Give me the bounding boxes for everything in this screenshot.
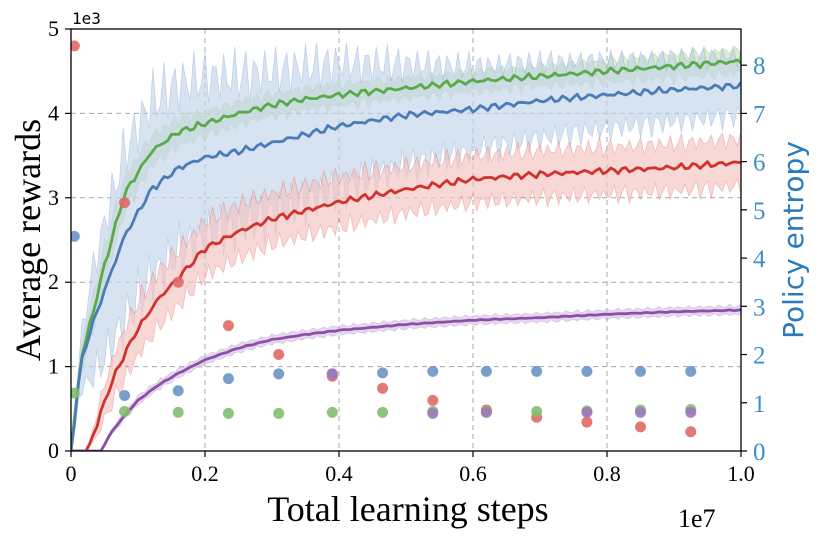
x-axis-label: Total learning steps <box>267 489 548 529</box>
entropy-point <box>222 320 234 332</box>
entropy-point <box>377 382 389 394</box>
entropy-point <box>172 385 184 397</box>
entropy-point <box>273 407 285 419</box>
x-multiplier: 1e7 <box>678 504 716 533</box>
entropy-point <box>273 349 285 361</box>
y-axis-label: Average rewards <box>8 119 48 361</box>
entropy-point <box>480 365 492 377</box>
entropy-point <box>377 406 389 418</box>
entropy-point <box>480 406 492 418</box>
entropy-point <box>172 406 184 418</box>
y-tick-label: 2 <box>48 269 59 294</box>
entropy-point <box>71 230 80 242</box>
entropy-point <box>172 276 184 288</box>
entropy-point <box>581 365 593 377</box>
entropy-points <box>71 40 697 438</box>
entropy-point <box>581 406 593 418</box>
purple-band <box>71 303 741 451</box>
y-tick-label: 1 <box>48 354 59 379</box>
entropy-point <box>427 394 439 406</box>
purple-line <box>71 308 741 451</box>
y2-tick-label: 6 <box>753 150 766 177</box>
entropy-point <box>531 365 543 377</box>
x-tick-label: 0 <box>66 461 77 486</box>
red-line <box>71 160 741 451</box>
entropy-point <box>427 365 439 377</box>
y-multiplier: 1e3 <box>72 9 101 28</box>
y2-tick-label: 3 <box>753 294 766 321</box>
entropy-point <box>635 421 646 433</box>
entropy-point <box>685 365 697 377</box>
x-tick-label: 0.6 <box>459 461 487 486</box>
y2-tick-label: 4 <box>753 246 766 273</box>
entropy-point <box>427 407 439 419</box>
reward-lines <box>71 58 741 451</box>
x-tick-label: 0.2 <box>191 461 219 486</box>
y-tick-label: 3 <box>48 185 59 210</box>
entropy-point <box>326 368 338 380</box>
entropy-point <box>222 407 234 419</box>
entropy-point <box>119 405 131 417</box>
entropy-point <box>377 367 389 379</box>
entropy-point <box>71 387 80 399</box>
y2-tick-label: 5 <box>753 198 766 225</box>
entropy-point <box>326 406 338 418</box>
blue-line <box>71 81 741 451</box>
y2-tick-label: 8 <box>753 53 766 80</box>
entropy-point <box>119 390 131 402</box>
entropy-point <box>635 406 646 418</box>
y-tick-label: 5 <box>48 16 59 41</box>
entropy-point <box>685 406 697 418</box>
y2-tick-label: 0 <box>753 439 766 466</box>
entropy-point <box>71 40 80 52</box>
y2-tick-label: 7 <box>753 101 766 128</box>
entropy-point <box>685 426 697 438</box>
entropy-point <box>635 365 646 377</box>
x-tick-label: 0.8 <box>593 461 621 486</box>
x-tick-label: 0.4 <box>325 461 353 486</box>
y2-tick-label: 2 <box>753 343 766 370</box>
entropy-point <box>273 368 285 380</box>
red-band <box>71 131 741 451</box>
plot-frame <box>70 28 742 452</box>
confidence-bands <box>71 41 741 451</box>
y-tick-label: 4 <box>48 100 59 125</box>
y2-tick-label: 1 <box>753 391 766 418</box>
entropy-point <box>581 416 593 428</box>
entropy-point <box>531 405 543 417</box>
y-tick-label: 0 <box>48 438 59 463</box>
x-tick-label: 1.0 <box>727 461 755 486</box>
entropy-point <box>119 197 131 209</box>
entropy-point <box>222 373 234 385</box>
y2-axis-label: Policy entropy <box>777 141 810 339</box>
green-line <box>71 58 741 451</box>
